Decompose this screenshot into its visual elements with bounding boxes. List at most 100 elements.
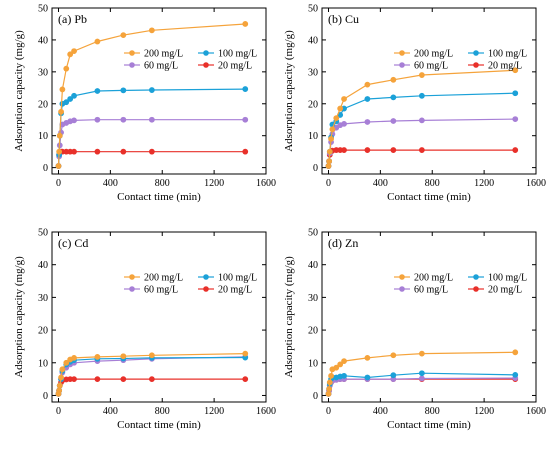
- data-point: [120, 116, 127, 123]
- data-point: [326, 379, 333, 386]
- legend-entry: 60 mg/L: [144, 285, 178, 296]
- data-point: [120, 32, 127, 39]
- legend-marker: [399, 50, 405, 56]
- legend-marker: [203, 50, 209, 56]
- y-tick-label: 0: [43, 163, 48, 174]
- x-tick-label: 0: [56, 406, 61, 417]
- data-point: [94, 353, 101, 360]
- legend-entry: 100 mg/L: [218, 49, 257, 60]
- y-tick-label: 30: [38, 293, 48, 304]
- data-point: [512, 90, 519, 97]
- x-tick-label: 0: [326, 178, 331, 189]
- legend-marker: [129, 62, 135, 68]
- data-point: [512, 67, 519, 74]
- data-point: [341, 120, 347, 127]
- data-point: [148, 87, 155, 93]
- data-point: [418, 147, 425, 153]
- y-tick-label: 10: [308, 131, 318, 142]
- data-point: [418, 72, 425, 78]
- data-point: [418, 92, 425, 99]
- x-tick-label: 400: [373, 178, 388, 189]
- data-point: [390, 372, 397, 379]
- y-tick-label: 30: [308, 67, 318, 78]
- series-line-0: [57, 23, 246, 167]
- data-point: [326, 386, 333, 392]
- data-point: [364, 147, 371, 153]
- y-tick-label: 40: [308, 35, 318, 46]
- legend-entry: 100 mg/L: [218, 273, 257, 284]
- data-point: [94, 376, 101, 383]
- legend-marker: [473, 50, 479, 56]
- y-tick-label: 10: [38, 358, 48, 369]
- y-tick-label: 40: [308, 260, 318, 271]
- y-tick-label: 10: [38, 131, 48, 142]
- data-point: [325, 163, 332, 169]
- x-tick-label: 1200: [474, 178, 494, 189]
- y-tick-label: 0: [43, 391, 48, 402]
- data-point: [364, 374, 371, 381]
- data-point: [337, 105, 344, 112]
- data-point: [242, 21, 249, 27]
- data-point: [512, 147, 519, 153]
- panel-label: (c) Cd: [58, 236, 88, 250]
- legend-marker: [473, 62, 479, 68]
- data-point: [333, 115, 340, 122]
- x-tick-label: 0: [56, 178, 61, 189]
- data-point: [341, 147, 347, 153]
- plot-frame: [51, 231, 267, 403]
- legend-marker: [399, 286, 405, 292]
- x-axis-label: Contact time (min): [117, 191, 201, 203]
- data-point: [390, 147, 397, 153]
- x-tick-label: 1600: [526, 406, 546, 417]
- x-tick-label: 0: [326, 406, 331, 417]
- y-tick-label: 20: [38, 99, 48, 110]
- chart-panel-0: 0 400 800 1200 1600 0 10 20 30 40 50 Contact time (…: [13, 4, 276, 204]
- y-tick-label: 50: [38, 228, 48, 239]
- legend-entry: 200 mg/L: [144, 273, 183, 284]
- x-tick-label: 800: [425, 178, 440, 189]
- data-point: [325, 390, 332, 397]
- x-axis-label: Contact time (min): [387, 191, 471, 203]
- y-tick-label: 50: [308, 228, 318, 239]
- chart-panel-2: 0 400 800 1200 1600 0 10 20 30 40 50 Contact time (…: [13, 228, 276, 432]
- legend-marker: [399, 62, 405, 68]
- data-point: [512, 349, 519, 356]
- plot-frame: [51, 7, 267, 175]
- legend-entry: 200 mg/L: [144, 49, 183, 60]
- y-axis-label: Adsorption capacity (mg/g): [283, 256, 295, 378]
- data-point: [56, 382, 63, 389]
- series-line-2: [327, 118, 516, 167]
- legend-marker: [203, 62, 209, 68]
- legend-entry: 100 mg/L: [488, 49, 527, 60]
- data-point: [58, 108, 64, 115]
- legend-entry: 20 mg/L: [218, 61, 252, 72]
- y-axis-label: Adsorption capacity (mg/g): [283, 30, 295, 152]
- legend-marker: [203, 274, 209, 280]
- x-tick-label: 1600: [526, 178, 546, 189]
- data-point: [56, 132, 63, 139]
- data-point: [94, 38, 101, 45]
- data-point: [242, 116, 249, 123]
- data-point: [242, 86, 249, 92]
- data-point: [364, 96, 371, 102]
- legend-entry: 60 mg/L: [144, 61, 178, 72]
- data-point: [418, 117, 425, 124]
- data-point: [59, 366, 66, 373]
- chart-panel-1: 0 400 800 1200 1600 0 10 20 30 40 50 Contact time (…: [283, 4, 546, 204]
- series-line-2: [57, 119, 246, 167]
- series-line-1: [57, 356, 246, 394]
- x-tick-label: 1600: [256, 178, 276, 189]
- legend-entry: 20 mg/L: [488, 61, 522, 72]
- series-line-2: [57, 356, 246, 394]
- x-tick-label: 1200: [204, 406, 224, 417]
- data-point: [512, 116, 519, 122]
- x-tick-label: 400: [103, 406, 118, 417]
- data-point: [337, 361, 344, 368]
- data-point: [242, 350, 249, 357]
- data-point: [58, 374, 64, 381]
- y-tick-label: 40: [38, 260, 48, 271]
- panel-label: (a) Pb: [58, 12, 87, 26]
- x-tick-label: 800: [155, 178, 170, 189]
- data-point: [418, 350, 425, 357]
